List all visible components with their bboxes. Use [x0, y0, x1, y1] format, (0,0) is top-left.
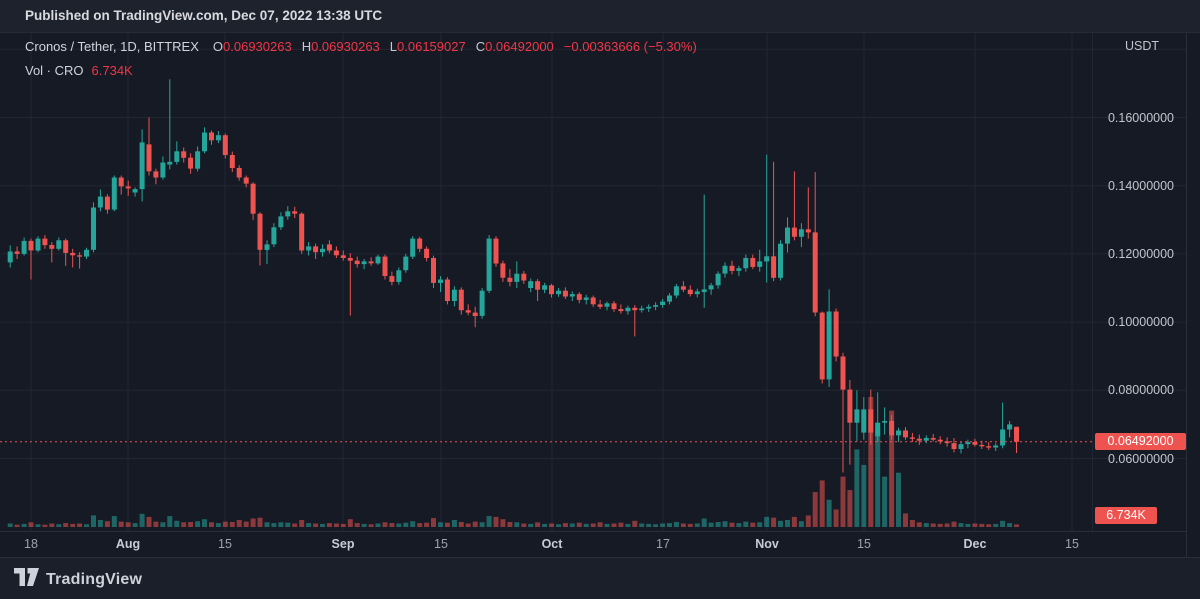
time-tick-label: 15 [1065, 537, 1079, 551]
volume-label: Vol · CRO [25, 63, 84, 78]
time-tick-label: Dec [963, 537, 987, 551]
grid-layer [0, 33, 1186, 531]
last-volume-badge: 6.734K [1095, 507, 1157, 524]
price-tick-label: 0.06000000 [1107, 451, 1175, 466]
high-value: 0.06930263 [311, 39, 380, 54]
change-value: −0.00363666 (−5.30%) [563, 39, 697, 54]
time-tick-label: 15 [857, 537, 871, 551]
time-axis[interactable]: 18 Aug 15 Sep 15 Oct 17 Nov 15 Dec 15 [0, 531, 1200, 557]
volume-value: 6.734K [91, 63, 133, 78]
low-value: 0.06159027 [397, 39, 466, 54]
time-tick-label: Sep [331, 537, 355, 551]
open-value: 0.06930263 [223, 39, 292, 54]
symbol-legend[interactable]: Cronos / Tether, 1D, BITTREX O0.06930263 H… [25, 39, 697, 54]
low-label: L [389, 39, 398, 54]
time-tick-label: Aug [115, 537, 141, 551]
time-tick-label: 18 [24, 537, 38, 551]
tradingview-brand-text: TradingView [46, 570, 143, 588]
time-tick-label: 15 [218, 537, 232, 551]
symbol-title: Cronos / Tether, 1D, BITTREX [25, 39, 199, 54]
close-label: C [475, 39, 486, 54]
price-tick-label: 0.08000000 [1107, 383, 1175, 398]
time-tick-label: Oct [541, 537, 563, 551]
price-tick-label: 0.16000000 [1107, 110, 1175, 125]
publish-banner-text: Published on TradingView.com, Dec 07, 20… [25, 8, 383, 23]
price-tick-label: 0.12000000 [1107, 246, 1175, 261]
candles-layer [7, 79, 1019, 473]
quote-currency-label: USDT [1124, 39, 1160, 53]
publish-banner: Published on TradingView.com, Dec 07, 20… [0, 0, 1200, 33]
price-axis[interactable]: USDT 0.16000000 0.14000000 0.12000000 0.100… [1094, 33, 1200, 531]
pane-borders [0, 33, 1187, 557]
footer-bar: TradingView [0, 557, 1200, 599]
volume-legend[interactable]: Vol · CRO 6.734K [25, 63, 133, 78]
time-tick-label: 15 [434, 537, 448, 551]
price-tick-label: 0.10000000 [1107, 315, 1175, 330]
time-tick-label: Nov [755, 537, 779, 551]
price-tick-label: 0.14000000 [1107, 178, 1175, 193]
time-tick-label: 17 [656, 537, 670, 551]
close-value: 0.06492000 [485, 39, 554, 54]
last-price-badge: 0.06492000 [1095, 433, 1186, 451]
volume-layer [7, 397, 1019, 527]
high-label: H [301, 39, 312, 54]
tradingview-brand-link[interactable]: TradingView [14, 568, 142, 591]
open-label: O [212, 39, 224, 54]
tradingview-logo-icon [14, 568, 39, 591]
